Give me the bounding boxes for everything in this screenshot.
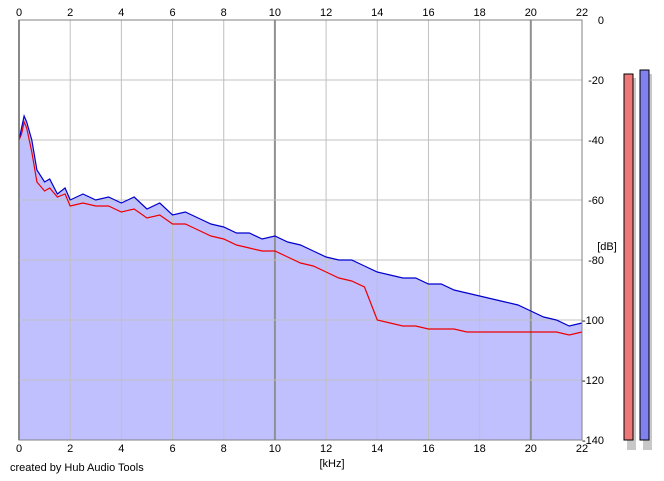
x-tick-label-bottom: 4	[118, 443, 124, 455]
y-tick-label: -60	[588, 195, 604, 207]
y-tick-label: -20	[588, 75, 604, 87]
y-tick-label: -40	[588, 135, 604, 147]
level-meter-red	[623, 73, 634, 441]
y-tick-label: -80	[588, 255, 604, 267]
x-tick-label-top: 20	[525, 7, 537, 19]
x-tick-label-bottom: 0	[16, 443, 22, 455]
x-tick-label-top: 10	[269, 7, 281, 19]
x-tick-label-bottom: 16	[422, 443, 434, 455]
x-tick-label-top: 2	[67, 7, 73, 19]
x-tick-label-top: 22	[576, 7, 588, 19]
x-tick-label-bottom: 2	[67, 443, 73, 455]
x-tick-label-bottom: 14	[371, 443, 383, 455]
x-tick-label-bottom: 20	[525, 443, 537, 455]
y-tick-label: -140	[582, 435, 604, 447]
y-axis-label: [dB]	[597, 241, 617, 253]
x-tick-label-bottom: 8	[221, 443, 227, 455]
x-tick-label-top: 8	[221, 7, 227, 19]
x-tick-label-top: 0	[16, 7, 22, 19]
x-tick-label-top: 18	[474, 7, 486, 19]
x-tick-label-top: 6	[169, 7, 175, 19]
blue-series-line	[18, 114, 583, 327]
credit-text: created by Hub Audio Tools	[10, 462, 144, 474]
x-tick-label-bottom: 12	[320, 443, 332, 455]
spectrum-fill-area	[19, 116, 582, 440]
x-tick-label-top: 14	[371, 7, 383, 19]
x-tick-label-bottom: 18	[474, 443, 486, 455]
x-axis-label: [kHz]	[319, 458, 344, 470]
y-tick-label: 0	[598, 15, 604, 27]
red-series-line	[18, 120, 583, 336]
x-tick-label-top: 4	[118, 7, 124, 19]
x-tick-label-bottom: 6	[169, 443, 175, 455]
x-tick-label-top: 12	[320, 7, 332, 19]
x-tick-label-bottom: 10	[269, 443, 281, 455]
y-tick-label: -100	[582, 315, 604, 327]
y-tick-label: -120	[582, 375, 604, 387]
plot-border	[18, 19, 583, 441]
x-tick-label-top: 16	[422, 7, 434, 19]
level-meter-blue	[639, 69, 650, 441]
x-tick-label-bottom: 22	[576, 443, 588, 455]
